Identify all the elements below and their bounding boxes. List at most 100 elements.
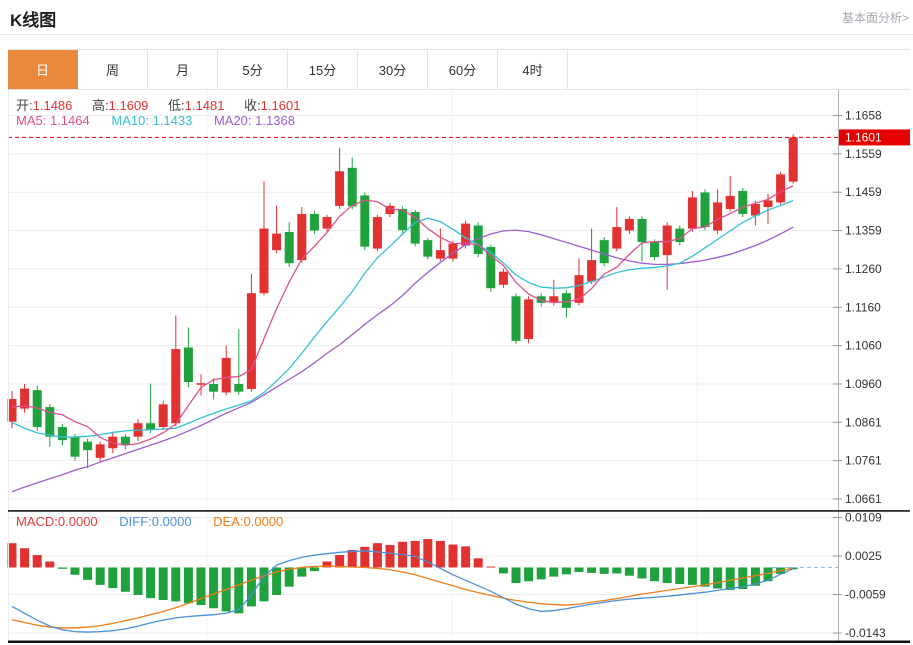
tab-30分[interactable]: 30分 xyxy=(358,50,428,89)
candle-body xyxy=(322,217,332,229)
ma-readout: MA5: 1.1464 MA10: 1.1433 MA20: 1.1368 xyxy=(16,113,295,128)
candle-body xyxy=(738,190,748,214)
dea-line xyxy=(11,565,794,629)
macd-bar xyxy=(133,567,143,595)
candle-body xyxy=(511,296,521,341)
tab-4时[interactable]: 4时 xyxy=(498,50,568,89)
ma20-line xyxy=(11,226,794,493)
macd-bar xyxy=(183,567,193,604)
tab-周[interactable]: 周 xyxy=(78,50,148,89)
price-axis-label: 1.1260 xyxy=(845,262,882,276)
candle-body xyxy=(70,436,80,457)
price-axis-label: 1.0661 xyxy=(845,492,882,506)
macd-bar xyxy=(234,567,244,614)
candle-body xyxy=(700,192,710,228)
candle-body xyxy=(713,202,723,231)
macd-readout: MACD:0.0000 DIFF:0.0000 DEA:0.0000 xyxy=(16,514,283,529)
tab-15分[interactable]: 15分 xyxy=(288,50,358,89)
candle-body xyxy=(763,200,773,208)
candle-body xyxy=(57,427,67,441)
macd-bar xyxy=(612,567,622,574)
macd-bar xyxy=(95,567,105,585)
macd-bar xyxy=(385,545,395,568)
candle-body xyxy=(272,233,282,251)
candle-body xyxy=(171,348,181,424)
candle-body xyxy=(776,174,786,203)
macd-value: MACD:0.0000 xyxy=(16,514,98,529)
close-value: 1.1601 xyxy=(260,98,301,113)
dea-value: DEA:0.0000 xyxy=(213,514,284,529)
candle-body xyxy=(372,217,382,249)
candle-body xyxy=(7,398,17,422)
candle-body xyxy=(574,275,584,303)
price-axis-label: 1.0861 xyxy=(845,415,882,429)
high-value: 1.1609 xyxy=(108,98,149,113)
price-axis-label: 1.0761 xyxy=(845,454,882,468)
candle-body xyxy=(461,223,471,246)
candle-body xyxy=(347,167,357,207)
header-divider xyxy=(0,34,913,35)
candle-body xyxy=(473,225,483,254)
candle-body xyxy=(725,195,735,209)
candle-body xyxy=(259,228,269,294)
candle-body xyxy=(599,240,609,264)
candle-body xyxy=(284,232,294,264)
price-axis-label: 1.1060 xyxy=(845,339,882,353)
candle-body xyxy=(549,296,559,303)
pane-divider xyxy=(8,510,910,512)
candle-body xyxy=(83,441,93,451)
macd-bar xyxy=(461,546,471,568)
macd-bar xyxy=(675,567,685,584)
ma10-line xyxy=(11,199,794,438)
macd-axis-label: 0.0109 xyxy=(845,511,882,525)
macd-bar xyxy=(284,567,294,587)
macd-bar xyxy=(587,567,597,573)
macd-bar xyxy=(209,567,219,609)
macd-bar xyxy=(246,567,256,607)
macd-bar xyxy=(120,567,130,592)
macd-bar xyxy=(637,567,647,579)
price-axis-label: 1.1658 xyxy=(845,109,882,123)
macd-bar xyxy=(259,567,269,602)
candle-body xyxy=(360,195,370,247)
macd-bar xyxy=(498,567,508,574)
macd-bar xyxy=(146,567,156,599)
candle-body xyxy=(637,218,647,243)
macd-bar xyxy=(486,566,496,568)
diff-value: DIFF:0.0000 xyxy=(119,514,192,529)
candle-body xyxy=(158,404,168,428)
macd-bar xyxy=(687,567,697,585)
candle-body xyxy=(183,347,193,383)
macd-bar xyxy=(372,543,382,568)
macd-bar xyxy=(272,567,282,595)
macd-bar xyxy=(171,567,181,602)
candle-body xyxy=(297,213,307,261)
macd-bar xyxy=(57,567,67,569)
ma10-readout: MA10: 1.1433 xyxy=(111,113,193,128)
candle-body xyxy=(624,218,634,231)
chart-bottom-border xyxy=(8,640,910,643)
candle-body xyxy=(234,383,244,392)
diff-line xyxy=(11,550,794,633)
interval-tabbar: 日周月 5分 15分 30分 60分 4时 xyxy=(8,49,910,90)
candle-body xyxy=(662,225,672,256)
candle-body xyxy=(45,407,55,437)
tab-5分[interactable]: 5分 xyxy=(218,50,288,89)
macd-bar xyxy=(309,567,319,572)
candle-body xyxy=(108,436,118,449)
macd-bar xyxy=(549,567,559,577)
macd-bar xyxy=(158,567,168,600)
candle-body xyxy=(435,250,445,259)
macd-bar xyxy=(7,543,17,568)
candle-body xyxy=(20,388,30,409)
tab-60分[interactable]: 60分 xyxy=(428,50,498,89)
price-axis-label: 1.1459 xyxy=(845,185,882,199)
tab-月[interactable]: 月 xyxy=(148,50,218,89)
macd-bar xyxy=(473,558,483,568)
price-axis-label: 1.1559 xyxy=(845,147,882,161)
macd-bar xyxy=(20,548,30,568)
ma5-line xyxy=(11,185,794,446)
fundamental-analysis-link[interactable]: 基本面分析> xyxy=(841,11,909,25)
tab-日[interactable]: 日 xyxy=(8,50,78,89)
